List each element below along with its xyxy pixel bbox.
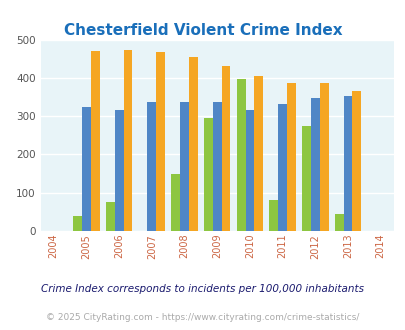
Bar <box>106 202 114 231</box>
Bar <box>188 57 197 231</box>
Bar <box>123 50 132 231</box>
Bar <box>91 51 99 231</box>
Bar <box>245 111 254 231</box>
Bar <box>82 107 91 231</box>
Bar <box>343 96 352 231</box>
Bar <box>277 104 286 231</box>
Bar <box>203 118 212 231</box>
Bar <box>286 83 295 231</box>
Bar <box>254 76 262 231</box>
Text: Chesterfield Violent Crime Index: Chesterfield Violent Crime Index <box>64 23 341 38</box>
Bar <box>171 174 180 231</box>
Bar <box>212 102 221 231</box>
Bar <box>319 83 328 231</box>
Bar <box>310 98 319 231</box>
Text: © 2025 CityRating.com - https://www.cityrating.com/crime-statistics/: © 2025 CityRating.com - https://www.city… <box>46 313 359 322</box>
Bar <box>156 52 165 231</box>
Bar <box>147 102 156 231</box>
Bar <box>114 111 123 231</box>
Bar <box>352 91 360 231</box>
Bar <box>301 126 310 231</box>
Bar <box>221 66 230 231</box>
Bar <box>180 102 188 231</box>
Bar <box>269 200 277 231</box>
Bar <box>236 79 245 231</box>
Text: Crime Index corresponds to incidents per 100,000 inhabitants: Crime Index corresponds to incidents per… <box>41 284 364 294</box>
Bar <box>73 216 82 231</box>
Bar <box>334 214 343 231</box>
